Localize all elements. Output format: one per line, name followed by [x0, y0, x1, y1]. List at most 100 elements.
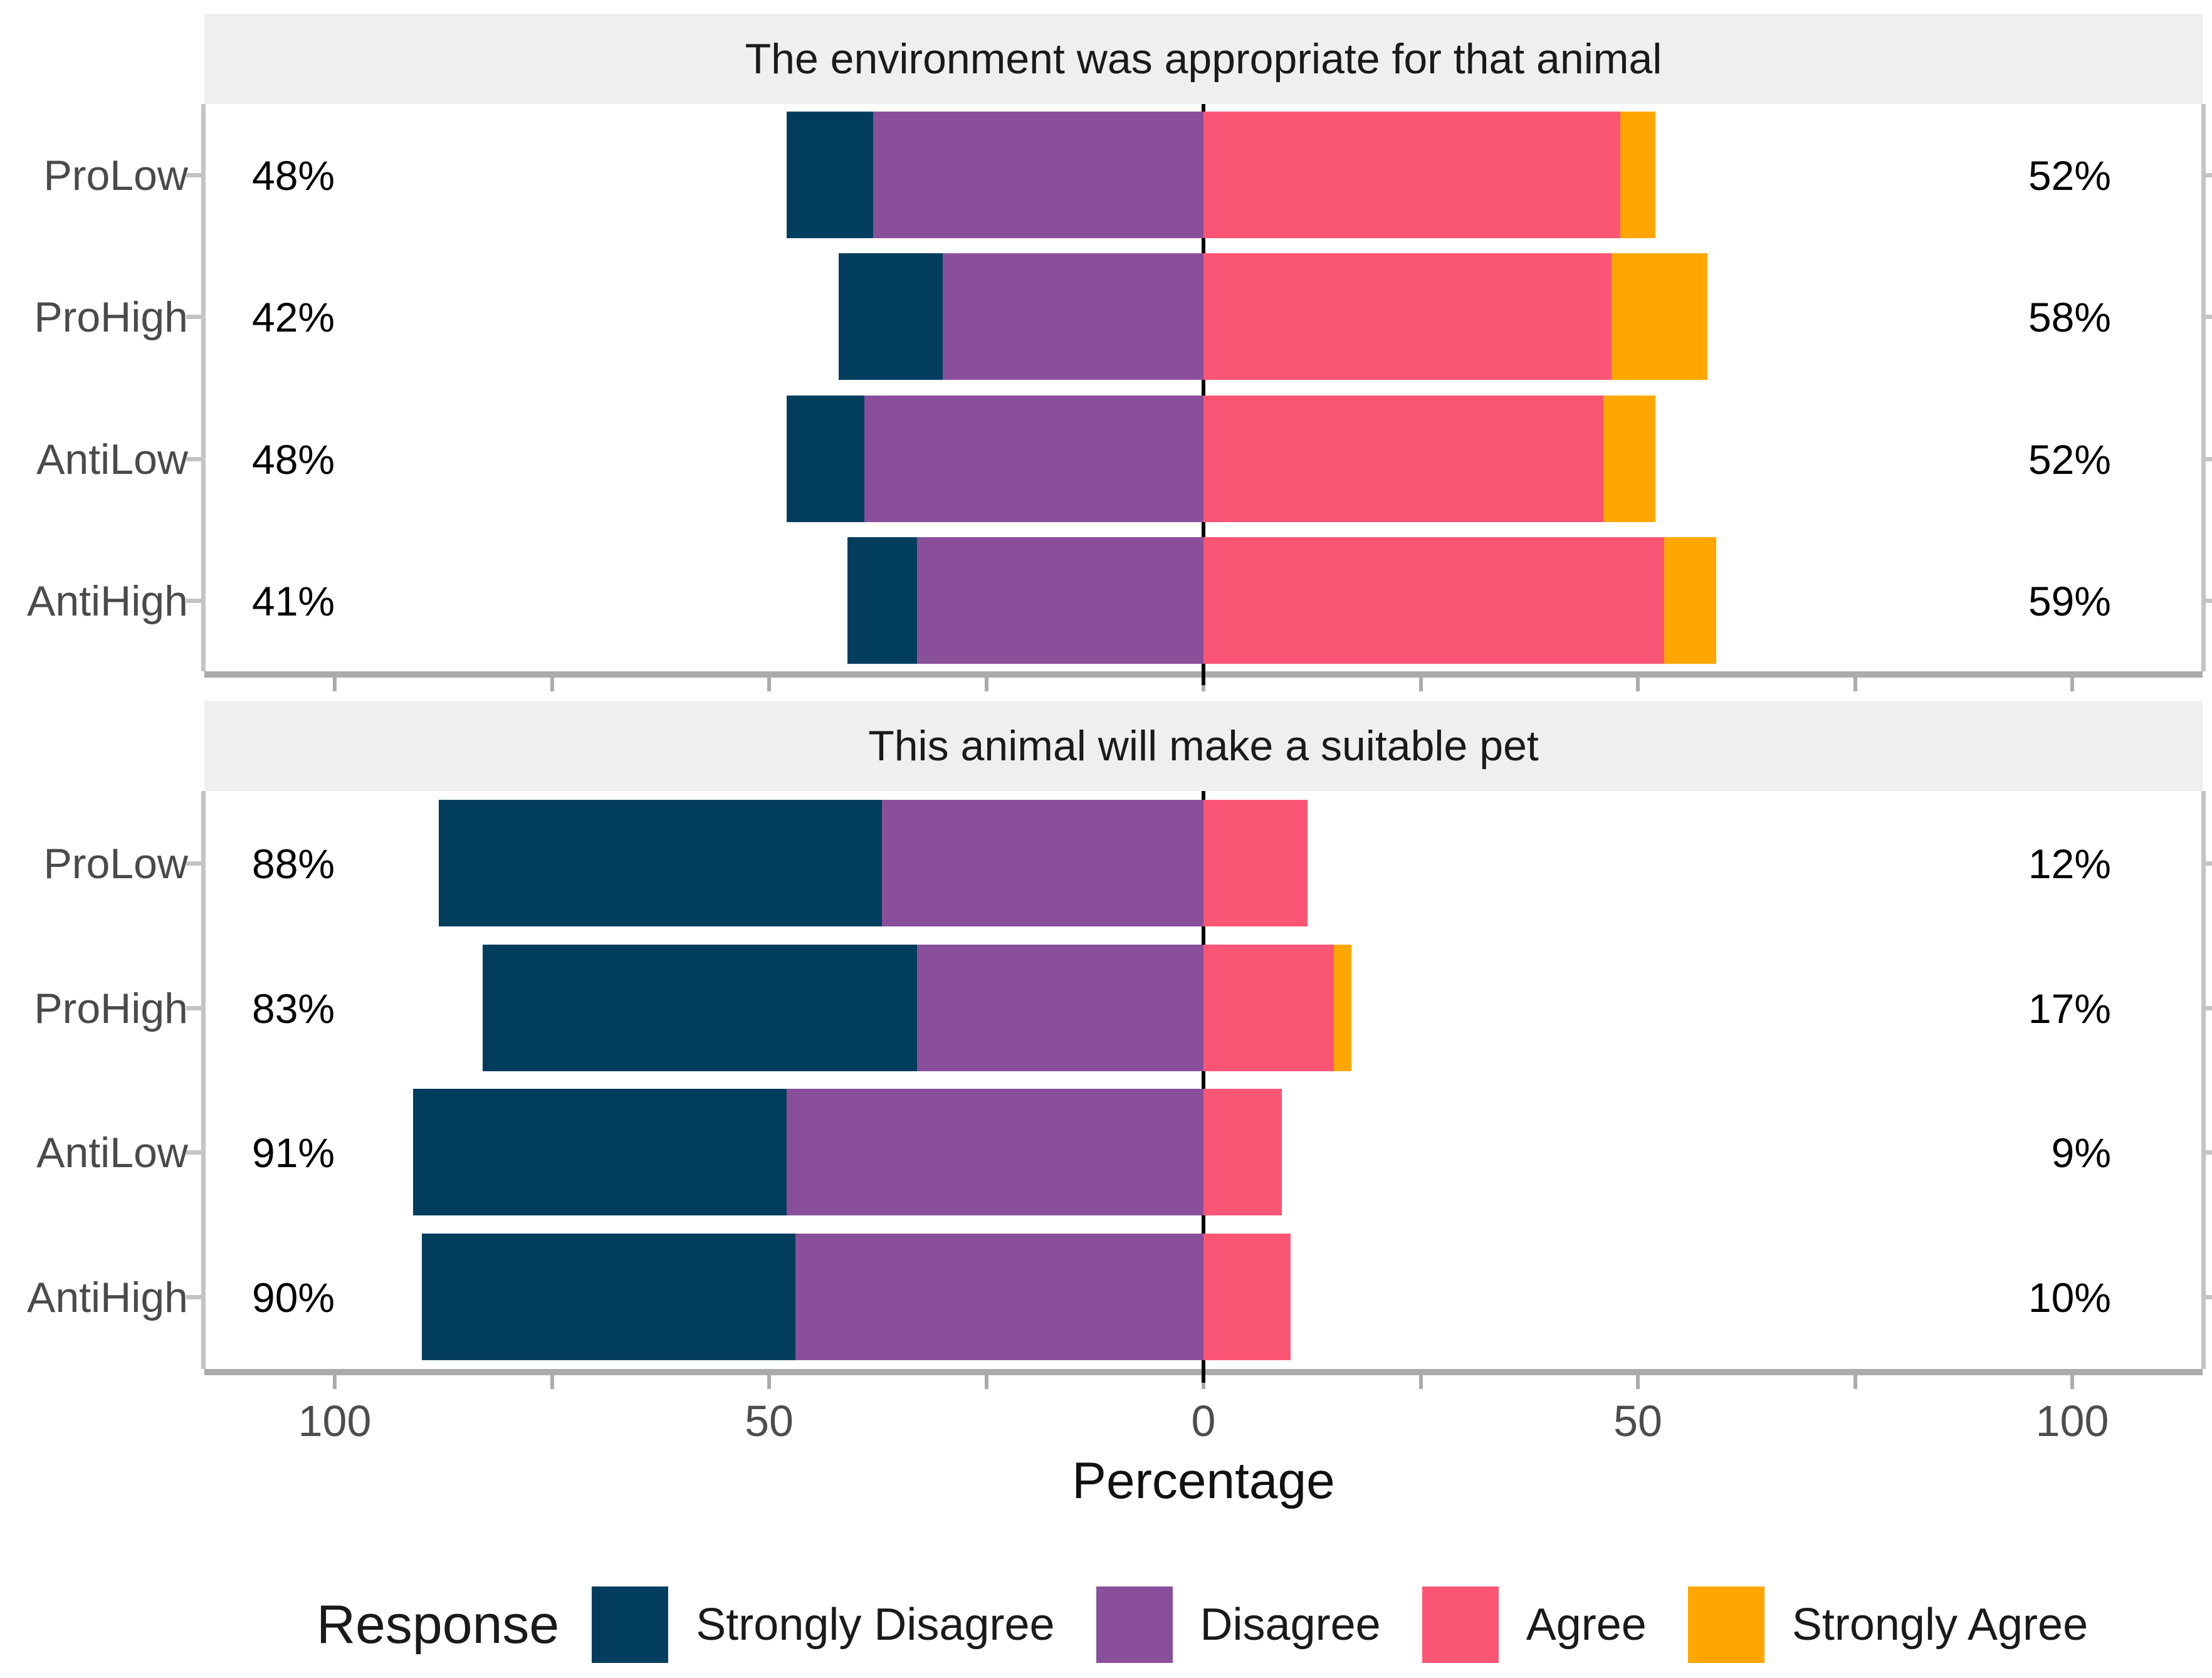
- x-axis-minor-tick: [767, 678, 771, 691]
- likert-row-prohigh: ProHigh 83% 17%: [0, 791, 2212, 1369]
- y-tick-left: [186, 1294, 201, 1299]
- x-axis-minor-tick: [767, 1375, 771, 1389]
- category-label: ProLow: [43, 840, 188, 888]
- facet-title: This animal will make a suitable pet: [868, 722, 1539, 770]
- x-axis-minor-tick: [2070, 678, 2074, 691]
- y-tick-left: [186, 173, 201, 178]
- disagree-total-label: 83%: [252, 985, 335, 1032]
- x-axis-minor-tick: [1418, 678, 1423, 691]
- x-axis-minor-tick: [1853, 678, 1857, 691]
- bar-segment-disagree: [786, 1089, 1203, 1216]
- bar-segment-agree: [1203, 537, 1664, 664]
- likert-row-antihigh: AntiHigh 90% 10%: [0, 791, 2212, 1369]
- bar-segment-agree: [1203, 112, 1621, 239]
- facet-strip-environment: The environment was appropriate for that…: [204, 14, 2203, 104]
- zero-reference-line: [1202, 791, 1205, 1383]
- y-tick-right: [2206, 1005, 2212, 1010]
- disagree-total-label: 90%: [252, 1274, 335, 1321]
- y-tick-right: [2206, 1150, 2212, 1155]
- facet-strip-suitable-pet: This animal will make a suitable pet: [204, 701, 2203, 791]
- legend-swatch-agree: [1422, 1586, 1499, 1663]
- category-label: ProHigh: [34, 984, 188, 1032]
- likert-row-prolow: ProLow 48% 52%: [0, 104, 2212, 671]
- legend-label: Strongly Agree: [1791, 1600, 2089, 1650]
- agree-total-label: 52%: [2028, 152, 2111, 199]
- legend-label: Agree: [1526, 1600, 1647, 1650]
- plot-area-environment: ProLow 48% 52% ProHigh 42% 58% AntiLow 48% 52% An…: [0, 104, 2212, 685]
- agree-total-label: 17%: [2028, 985, 2111, 1032]
- agree-total-label: 58%: [2028, 294, 2111, 341]
- bar-segment-strongly-disagree: [412, 1089, 787, 1216]
- x-axis-minor-tick: [1636, 678, 1640, 691]
- category-label: AntiHigh: [26, 577, 188, 625]
- disagree-total-label: 42%: [252, 294, 335, 341]
- likert-row-antilow: AntiLow 91% 9%: [0, 791, 2212, 1369]
- bar-segment-strongly-disagree: [786, 395, 865, 522]
- x-axis-minor-tick: [333, 678, 337, 691]
- y-tick-right: [2206, 598, 2212, 603]
- category-label: ProHigh: [34, 293, 188, 342]
- bar-segment-agree: [1203, 1233, 1291, 1360]
- bar-segment-strongly-disagree: [838, 253, 943, 380]
- bar-segment-disagree: [943, 253, 1203, 380]
- category-label: AntiLow: [36, 1129, 188, 1177]
- bar-segment-strongly-agree: [1620, 112, 1655, 239]
- x-axis-tick-labels: 100 50 0 50 100: [0, 1399, 2212, 1449]
- disagree-total-label: 91%: [252, 1130, 335, 1177]
- x-axis-minor-tick: [1853, 1375, 1857, 1389]
- x-axis-title: Percentage: [1072, 1452, 1335, 1509]
- bar-segment-agree: [1203, 800, 1308, 927]
- y-axis-line-left: [201, 104, 206, 671]
- facet-title: The environment was appropriate for that…: [745, 35, 1662, 83]
- y-tick-left: [186, 315, 201, 320]
- agree-total-label: 9%: [2051, 1130, 2111, 1177]
- bar-segment-agree: [1203, 1089, 1282, 1216]
- bar-segment-strongly-disagree: [421, 1233, 795, 1360]
- legend-swatch-strongly-agree: [1687, 1586, 1764, 1663]
- bar-segment-agree: [1203, 395, 1603, 522]
- category-label: AntiHigh: [26, 1273, 188, 1321]
- bar-segment-disagree: [916, 537, 1203, 664]
- bar-segment-strongly-disagree: [786, 112, 874, 239]
- x-axis-minor-tick: [984, 1375, 988, 1389]
- bar-segment-disagree: [795, 1233, 1203, 1360]
- y-tick-right: [2206, 456, 2212, 461]
- likert-row-antihigh: AntiHigh 41% 59%: [0, 104, 2212, 671]
- x-axis-minor-tick: [1418, 1375, 1423, 1389]
- y-tick-left: [186, 598, 201, 603]
- agree-total-label: 59%: [2028, 577, 2111, 624]
- x-axis-tick-label: 0: [1191, 1397, 1216, 1445]
- bar-segment-disagree: [873, 112, 1203, 239]
- plot-area-suitable-pet: ProLow 88% 12% ProHigh 83% 17% AntiLow 91% 9% Ant…: [0, 791, 2212, 1383]
- legend-title: Response: [317, 1595, 560, 1655]
- x-axis-minor-tick: [333, 1375, 337, 1389]
- bar-segment-strongly-agree: [1603, 395, 1655, 522]
- x-axis-tick-label: 100: [298, 1397, 372, 1445]
- y-tick-right: [2206, 861, 2212, 866]
- disagree-total-label: 48%: [252, 152, 335, 199]
- category-label: AntiLow: [36, 435, 188, 483]
- bar-segment-strongly-disagree: [847, 537, 917, 664]
- bar-segment-agree: [1203, 944, 1334, 1071]
- bar-segment-disagree: [916, 944, 1203, 1071]
- y-tick-left: [186, 861, 201, 866]
- legend-label: Strongly Disagree: [696, 1600, 1055, 1650]
- agree-total-label: 10%: [2028, 1274, 2111, 1321]
- bar-segment-strongly-agree: [1612, 253, 1707, 380]
- legend-swatch-strongly-disagree: [592, 1586, 669, 1663]
- bar-segment-disagree: [882, 800, 1203, 927]
- y-tick-left: [186, 1005, 201, 1010]
- x-axis-minor-tick: [550, 1375, 554, 1389]
- bar-segment-strongly-agree: [1664, 537, 1716, 664]
- y-tick-right: [2206, 315, 2212, 320]
- x-axis-minor-tick: [1636, 1375, 1640, 1389]
- bar-segment-strongly-disagree: [482, 944, 917, 1071]
- bar-segment-strongly-agree: [1333, 944, 1351, 1071]
- x-axis-minor-tick: [550, 678, 554, 691]
- likert-row-prolow: ProLow 88% 12%: [0, 791, 2212, 1369]
- x-axis-tick-label: 100: [2035, 1397, 2109, 1445]
- bar-segment-agree: [1203, 253, 1612, 380]
- x-axis-minor-tick: [984, 678, 988, 691]
- y-axis-line-right: [2201, 104, 2206, 671]
- likert-row-prohigh: ProHigh 42% 58%: [0, 104, 2212, 671]
